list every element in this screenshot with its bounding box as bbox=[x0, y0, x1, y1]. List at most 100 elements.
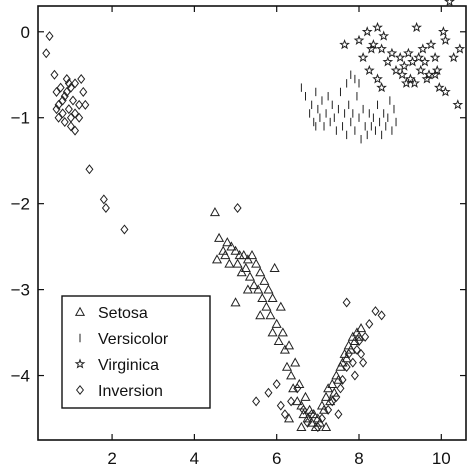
setosa-point bbox=[281, 361, 293, 371]
inversion-point bbox=[85, 164, 94, 175]
inversion-point bbox=[64, 104, 73, 115]
setosa-point bbox=[214, 232, 225, 242]
y-tick-label: 0 bbox=[21, 23, 30, 42]
setosa-point bbox=[251, 258, 262, 268]
setosa-point bbox=[263, 284, 274, 294]
virginica-point bbox=[396, 69, 408, 80]
virginica-point bbox=[339, 39, 350, 50]
setosa-point bbox=[302, 413, 313, 423]
setosa-point bbox=[337, 357, 348, 367]
x-tick-label: 10 bbox=[432, 449, 451, 468]
virginica-point bbox=[440, 34, 451, 45]
series-inversion bbox=[42, 31, 386, 433]
setosa-point bbox=[242, 284, 253, 294]
setosa-point bbox=[296, 421, 307, 431]
virginica-point bbox=[452, 99, 464, 110]
virginica-point bbox=[376, 81, 387, 93]
inversion-point bbox=[276, 400, 285, 411]
inversion-point bbox=[252, 396, 261, 407]
virginica-point bbox=[357, 52, 369, 63]
virginica-point bbox=[390, 64, 402, 76]
inversion-point bbox=[81, 99, 90, 110]
virginica-point bbox=[419, 56, 431, 67]
inversion-point bbox=[75, 112, 84, 123]
setosa-point bbox=[277, 327, 288, 337]
setosa-point bbox=[236, 267, 247, 277]
setosa-point bbox=[356, 323, 367, 333]
virginica-point bbox=[372, 73, 383, 84]
inversion-point bbox=[361, 331, 370, 342]
legend: Setosa Versicolor Virginica Inversion bbox=[61, 295, 211, 409]
inversion-point bbox=[66, 82, 75, 93]
inversion-point bbox=[342, 361, 351, 372]
setosa-point bbox=[255, 267, 266, 277]
setosa-point bbox=[279, 344, 290, 354]
legend-label-virginica: Virginica bbox=[98, 357, 159, 374]
setosa-point bbox=[211, 254, 223, 264]
inversion-point bbox=[64, 78, 73, 89]
setosa-point bbox=[283, 340, 295, 350]
inversion-point bbox=[99, 194, 108, 205]
setosa-point bbox=[238, 249, 249, 260]
inversion-point bbox=[79, 86, 88, 97]
virginica-point bbox=[415, 64, 427, 76]
inversion-point bbox=[371, 306, 380, 317]
setosa-point bbox=[265, 310, 276, 320]
setosa-point bbox=[269, 262, 280, 272]
virginica-point bbox=[454, 43, 466, 54]
inversion-point bbox=[359, 357, 368, 368]
setosa-point bbox=[255, 310, 266, 320]
virginica-point bbox=[378, 30, 390, 41]
legend-box bbox=[61, 295, 211, 409]
inversion-point bbox=[52, 104, 61, 115]
virginica-point bbox=[400, 77, 412, 88]
setosa-point bbox=[353, 331, 365, 341]
inversion-point bbox=[62, 86, 71, 97]
virginica-point bbox=[366, 43, 377, 54]
inversion-point bbox=[348, 357, 357, 368]
inversion-point bbox=[303, 417, 312, 428]
y-tick-label: −2 bbox=[11, 195, 30, 214]
virginica-point bbox=[386, 47, 398, 58]
inversion-point bbox=[233, 202, 242, 213]
inversion-point bbox=[272, 379, 281, 390]
inversion-point bbox=[264, 387, 273, 398]
legend-label-setosa: Setosa bbox=[98, 305, 148, 322]
setosa-point bbox=[259, 275, 270, 285]
virginica-point bbox=[438, 26, 449, 37]
inversion-point bbox=[350, 370, 359, 381]
virginica-point bbox=[398, 60, 410, 71]
setosa-point bbox=[310, 421, 321, 431]
inversion-point bbox=[324, 404, 333, 415]
virginica-point bbox=[382, 56, 394, 67]
virginica-point bbox=[363, 64, 375, 76]
virginica-point bbox=[413, 52, 425, 63]
setosa-point bbox=[333, 374, 344, 384]
virginica-point bbox=[431, 64, 443, 76]
y-tick-label: −4 bbox=[11, 367, 30, 386]
virginica-point bbox=[429, 52, 441, 63]
legend-marker-inversion bbox=[75, 384, 85, 396]
setosa-point bbox=[298, 408, 309, 419]
inversion-point bbox=[54, 112, 63, 123]
inversion-point bbox=[365, 318, 374, 329]
inversion-point bbox=[307, 409, 316, 420]
inversion-point bbox=[60, 117, 69, 128]
setosa-point bbox=[318, 404, 330, 414]
virginica-point bbox=[405, 73, 416, 84]
inversion-point bbox=[334, 409, 343, 420]
setosa-point bbox=[253, 284, 264, 294]
setosa-point bbox=[244, 271, 255, 281]
legend-marker-virginica bbox=[74, 358, 86, 369]
setosa-point bbox=[321, 391, 332, 401]
setosa-point bbox=[286, 370, 297, 380]
data-points bbox=[42, 0, 466, 433]
series-setosa bbox=[209, 207, 367, 431]
setosa-point bbox=[261, 301, 272, 311]
inversion-point bbox=[77, 74, 86, 85]
setosa-point bbox=[273, 335, 284, 346]
inversion-point bbox=[293, 383, 302, 394]
series-versicolor bbox=[300, 70, 397, 144]
virginica-point bbox=[368, 39, 379, 50]
inversion-point bbox=[58, 108, 67, 119]
